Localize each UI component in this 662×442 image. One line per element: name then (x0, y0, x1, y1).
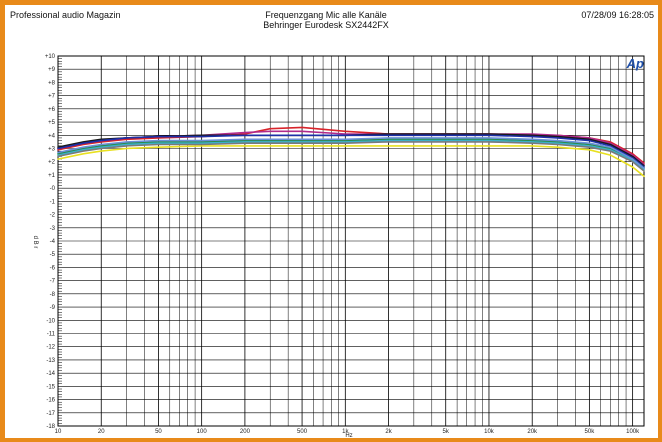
y-tick-label: -15 (46, 384, 55, 390)
x-tick-label: 20 (98, 429, 105, 435)
y-tick-label: -6 (50, 265, 56, 271)
timestamp-label: 07/28/09 16:28:05 (581, 10, 654, 20)
y-tick-label: -10 (46, 318, 55, 324)
x-tick-label: 10k (484, 429, 495, 435)
x-tick-label: 500 (297, 429, 308, 435)
y-tick-label: +7 (48, 94, 56, 100)
chart-series (57, 126, 645, 178)
y-tick-label: +3 (48, 147, 56, 153)
y-tick-label: -7 (50, 279, 56, 285)
y-tick-label: -11 (47, 332, 56, 338)
series-line-4 (57, 134, 645, 168)
y-tick-label: +2 (48, 160, 56, 166)
y-tick-label: +1 (48, 173, 56, 179)
x-tick-label: 50k (585, 429, 596, 435)
chart-grid (57, 55, 645, 427)
series-line-7 (57, 137, 645, 170)
series-line-9 (57, 141, 645, 172)
y-tick-labels: +10 +9 +8 +7 +6 +5 +4 +3 +2 +1 -0 -1 -2 -3 -4 -5 -6 -7 -8 -… (45, 54, 56, 430)
x-tick-label: 100k (626, 429, 640, 435)
y-tick-label: +10 (45, 54, 56, 60)
chart-title: Frequenzgang Mic alle Kanäle (265, 10, 387, 20)
y-tick-label: -3 (50, 226, 56, 232)
y-tick-label: +4 (48, 133, 56, 139)
ap-logo: Ap (626, 56, 644, 71)
y-tick-label: -16 (46, 398, 55, 404)
chart-titles: Frequenzgang Mic alle Kanäle Behringer E… (0, 10, 652, 30)
y-tick-label: -12 (46, 345, 55, 351)
x-tick-label: 20k (527, 429, 538, 435)
y-tick-label: -9 (50, 305, 56, 311)
x-tick-label: 50 (155, 429, 162, 435)
y-tick-label: +9 (48, 67, 56, 73)
y-tick-label: -2 (50, 213, 56, 219)
y-tick-label: -0 (50, 186, 56, 192)
y-tick-label: -18 (46, 424, 55, 430)
y-tick-label: +5 (48, 120, 56, 126)
x-tick-label: 1k (342, 429, 349, 435)
series-line-8 (57, 145, 645, 178)
brand-label: Professional audio Magazin (10, 10, 121, 20)
y-tick-label: -1 (50, 199, 56, 205)
x-tick-label: 2k (385, 429, 392, 435)
series-line-6 (57, 139, 645, 171)
chart-subtitle: Behringer Eurodesk SX2442FX (263, 20, 389, 30)
y-tick-label: -4 (50, 239, 56, 245)
x-tick-label: 100 (197, 429, 208, 435)
x-tick-label: 10 (55, 429, 62, 435)
y-tick-label: -8 (50, 292, 56, 298)
x-axis-label: Hz (345, 433, 352, 439)
y-axis-label: d B r (32, 236, 38, 249)
y-tick-label: -17 (46, 411, 55, 417)
y-tick-label: -5 (50, 252, 56, 258)
y-tick-label: -13 (46, 358, 55, 364)
y-tick-label: +6 (48, 107, 56, 113)
y-tick-label: -14 (46, 371, 55, 377)
x-tick-labels: 10 20 50 100 200 500 1k 2k 5k 10k 20k 50k 100k (55, 429, 640, 435)
series-line-5 (57, 138, 645, 170)
y-tick-label: +8 (48, 80, 56, 86)
x-tick-label: 200 (240, 429, 251, 435)
x-tick-label: 5k (443, 429, 450, 435)
